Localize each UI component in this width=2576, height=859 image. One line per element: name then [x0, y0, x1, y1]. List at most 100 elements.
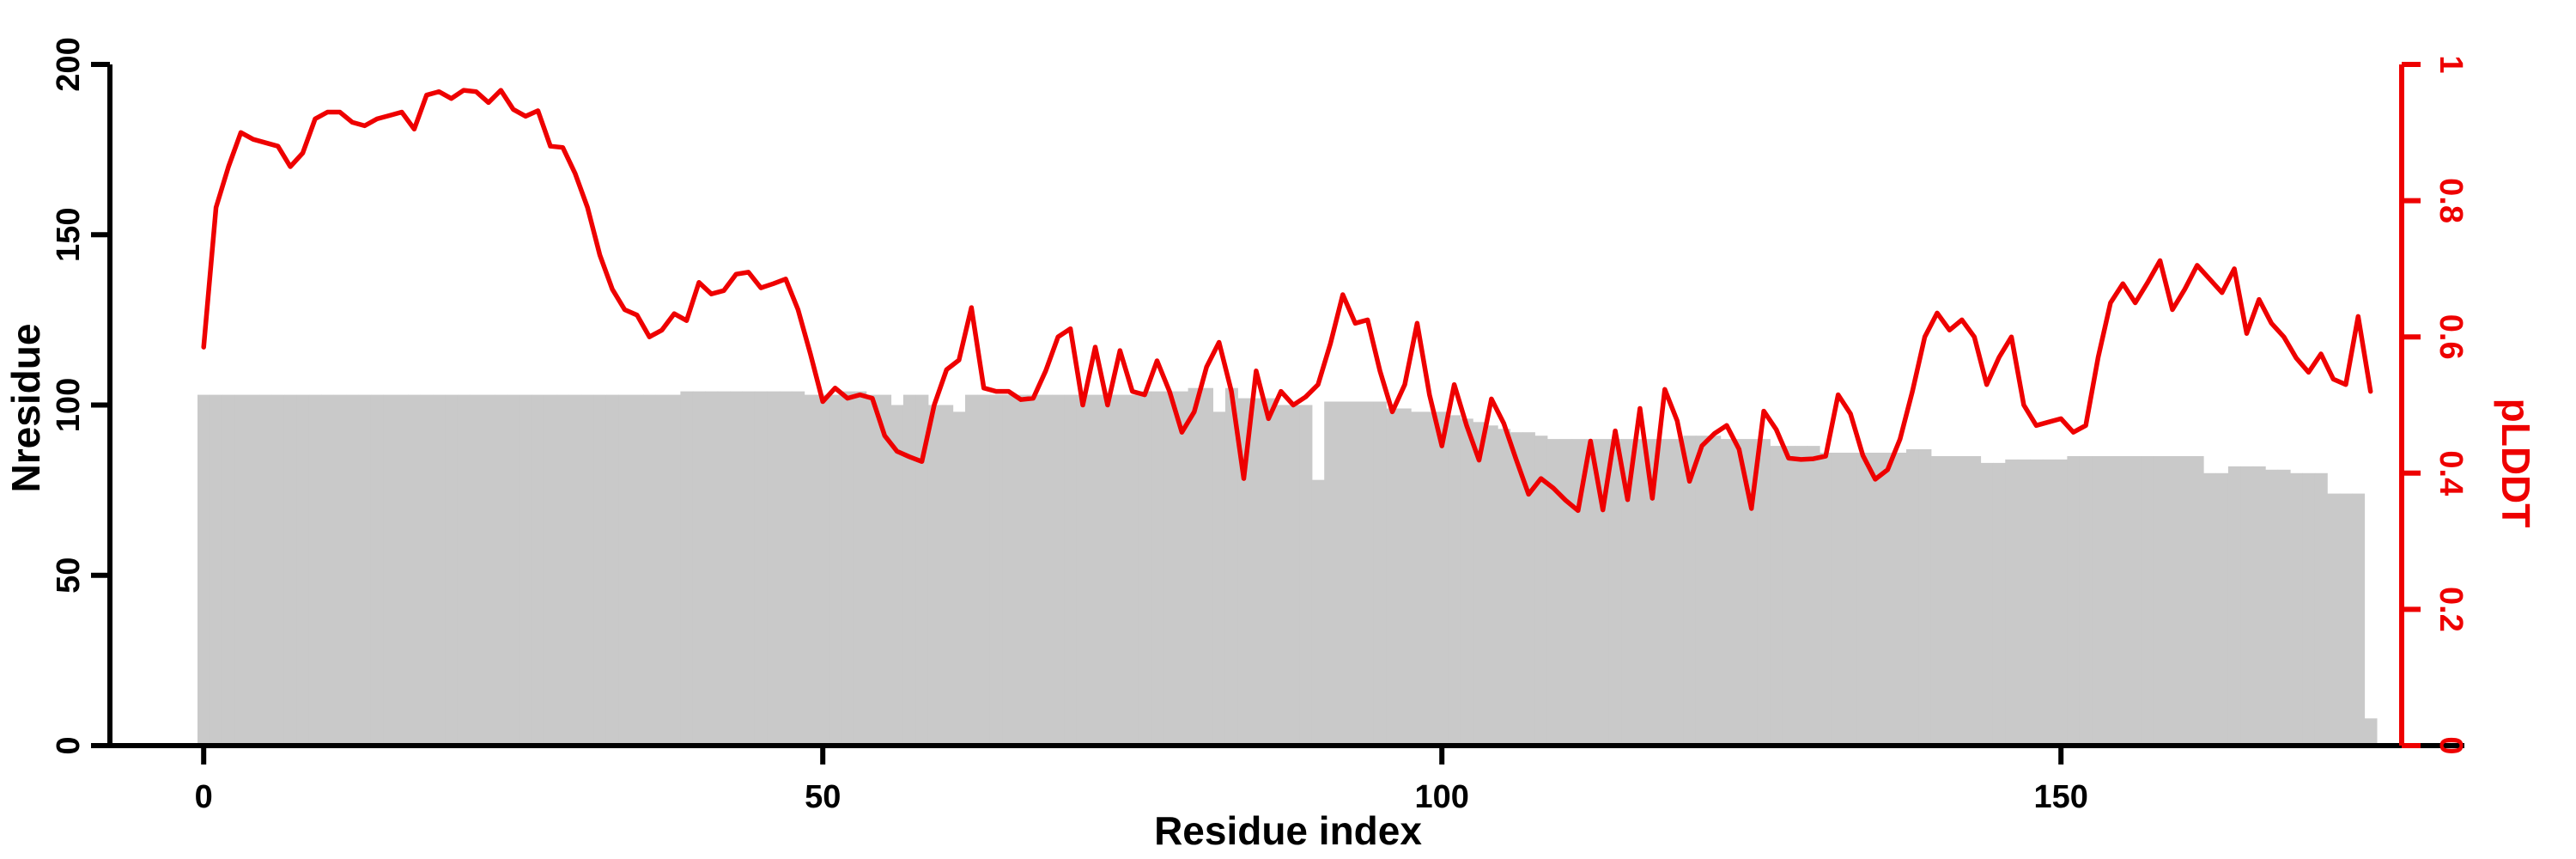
nresidue-bar: [1955, 456, 1969, 746]
nresidue-bar: [2092, 456, 2105, 746]
nresidue-bar: [1138, 391, 1151, 746]
nresidue-bar: [346, 394, 359, 746]
nresidue-bar: [1126, 394, 1139, 746]
nresidue-bar: [271, 394, 285, 746]
nresidue-bar: [1856, 453, 1870, 746]
nresidue-bar: [519, 394, 532, 746]
nresidue-bar: [2265, 469, 2279, 746]
nresidue-bar: [1584, 439, 1597, 746]
nresidue-bar: [408, 394, 422, 746]
nresidue-bar: [1188, 387, 1201, 746]
nresidue-bar: [1943, 456, 1957, 746]
nresidue-bar: [1918, 449, 1932, 746]
nresidue-bar: [1745, 439, 1759, 746]
nresidue-bar: [1349, 401, 1363, 746]
nresidue-bar: [717, 391, 731, 746]
nresidue-bar: [210, 394, 223, 746]
nresidue-bar: [2178, 456, 2192, 746]
nresidue-bar: [1373, 401, 1387, 746]
y-right-tick-label: 0.6: [2433, 314, 2469, 360]
nresidue-bar: [1473, 422, 1486, 746]
nresidue-bar: [1163, 391, 1176, 746]
nresidue-bar: [829, 394, 842, 746]
x-tick-label: 0: [195, 779, 213, 815]
nresidue-bar: [2327, 493, 2341, 746]
nresidue-bar: [222, 394, 235, 746]
nresidue-bar: [1076, 394, 1090, 746]
nresidue-bar: [2290, 472, 2303, 746]
nresidue-bar: [630, 394, 644, 746]
nresidue-bar: [952, 411, 966, 746]
nresidue-bar: [792, 391, 805, 746]
nresidue-bar: [568, 394, 582, 746]
y-left-tick-label: 150: [51, 208, 87, 262]
nresidue-bar: [197, 394, 210, 746]
nresidue-bar: [2277, 469, 2291, 746]
nresidue-bar: [2339, 493, 2353, 746]
nresidue-bar: [2030, 459, 2044, 746]
nresidue-bar: [1906, 449, 1919, 746]
y-left-tick-label: 200: [51, 37, 87, 91]
x-axis-label: Residue index: [1154, 808, 1422, 853]
nresidue-bar: [915, 394, 929, 746]
nresidue-bar: [742, 391, 756, 746]
nresidue-bar: [283, 394, 297, 746]
nresidue-bar: [841, 391, 854, 746]
nresidue-bar: [1546, 439, 1560, 746]
nresidue-bar: [370, 394, 384, 746]
nresidue-bar: [2067, 456, 2081, 746]
nresidue-bar: [1089, 394, 1103, 746]
nresidue-bar: [854, 391, 867, 746]
nresidue-bar: [1671, 439, 1684, 746]
nresidue-bar: [2203, 472, 2216, 746]
nresidue-bar: [705, 391, 719, 746]
nresidue-bar: [890, 405, 904, 746]
nresidue-bar: [1683, 436, 1697, 746]
nresidue-bar: [1893, 453, 1907, 746]
nresidue-bar: [1101, 394, 1115, 746]
nresidue-bar: [1510, 432, 1523, 746]
nresidue-bar: [902, 394, 916, 746]
y-axis-label-left: Nresidue: [3, 323, 48, 493]
nresidue-bar: [1064, 394, 1078, 746]
x-tick-label: 100: [1415, 779, 1469, 815]
nresidue-bar: [1324, 401, 1338, 746]
nresidue-bar: [1262, 398, 1276, 746]
x-tick-label: 150: [2034, 779, 2088, 815]
nresidue-bar: [2166, 456, 2179, 746]
nresidue-bar: [668, 394, 681, 746]
nresidue-bar: [1633, 439, 1647, 746]
nresidue-bar: [495, 394, 508, 746]
nresidue-bar: [1559, 439, 1573, 746]
nresidue-bar: [605, 394, 619, 746]
nresidue-bar: [2005, 459, 2019, 746]
nresidue-bar: [1027, 394, 1041, 746]
nresidue-bar: [2117, 456, 2130, 746]
nresidue-bar: [1646, 439, 1660, 746]
nresidue-bar: [1398, 408, 1412, 746]
nresidue-bar: [1757, 439, 1771, 746]
nresidue-bar: [2364, 718, 2378, 746]
nresidue-bar: [507, 394, 520, 746]
nresidue-bar: [296, 394, 310, 746]
nresidue-bar: [804, 394, 817, 746]
nresidue-bar: [1039, 394, 1053, 746]
nresidue-bar: [2141, 456, 2154, 746]
nresidue-bar: [1311, 479, 1325, 746]
nresidue-bar: [1336, 401, 1350, 746]
nresidue-bar: [2190, 456, 2204, 746]
nresidue-bar: [1720, 439, 1734, 746]
nresidue-bar: [482, 394, 495, 746]
nresidue-bar: [1460, 418, 1473, 746]
nresidue-bar: [1844, 453, 1857, 746]
nresidue-bar: [445, 394, 459, 746]
nresidue-bar: [977, 394, 991, 746]
nresidue-bar: [1200, 387, 1213, 746]
nresidue-bar: [817, 394, 829, 746]
nresidue-bar: [383, 394, 397, 746]
nresidue-bar: [1881, 453, 1895, 746]
nresidue-bar: [246, 394, 260, 746]
nresidue-bar: [2079, 456, 2093, 746]
nresidue-bar: [1287, 405, 1300, 746]
